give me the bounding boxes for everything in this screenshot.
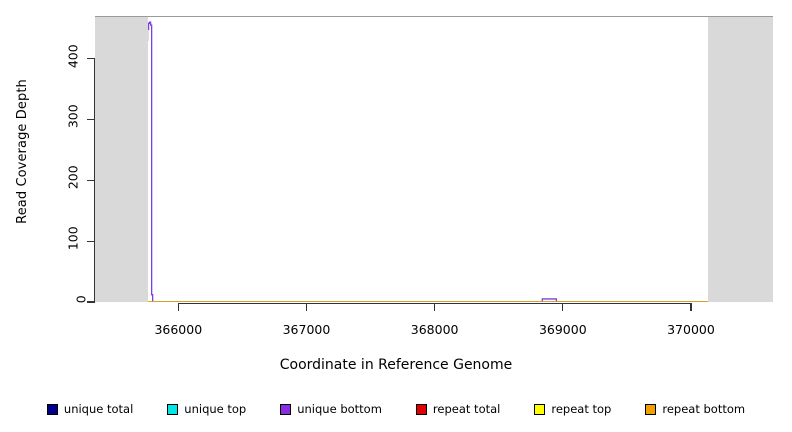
- x-tick-label: 369000: [538, 322, 587, 337]
- legend-label: unique top: [184, 402, 247, 416]
- y-tick-mark: [87, 240, 95, 242]
- chart-canvas: [95, 16, 773, 302]
- y-tick-label: 400: [65, 43, 81, 68]
- legend-item-repeat-total[interactable]: repeat total: [415, 402, 501, 416]
- x-tick-label: 366000: [154, 322, 203, 337]
- y-tick-mark: [87, 118, 95, 121]
- legend-item-unique-top[interactable]: unique top: [167, 402, 246, 416]
- y-tick-label: 100: [65, 226, 81, 251]
- legend-label: unique total: [63, 402, 134, 416]
- legend-label: unique bottom: [297, 402, 382, 416]
- legend-swatch-icon: [415, 403, 427, 415]
- y-tick-mark: [87, 301, 95, 303]
- x-tick-mark: [562, 303, 564, 311]
- x-tick-label: 367000: [282, 322, 331, 337]
- legend-label: repeat bottom: [662, 402, 746, 416]
- shaded-region: [95, 16, 148, 302]
- y-axis-tick-labels: 0 100 200 300 400: [34, 0, 89, 320]
- x-axis-tick-labels: 366000 367000 368000 369000 370000: [0, 310, 792, 338]
- legend-swatch-icon: [46, 403, 58, 415]
- y-tick-label: 0: [73, 295, 89, 304]
- legend-item-unique-total[interactable]: unique total: [46, 402, 134, 416]
- series-line: [95, 22, 768, 302]
- y-axis-title-text: Read Coverage Depth: [14, 78, 30, 224]
- x-tick-mark: [177, 303, 179, 311]
- y-tick-label: 200: [65, 165, 81, 190]
- legend-swatch-icon: [167, 403, 179, 415]
- legend-swatch-icon: [280, 403, 292, 415]
- plot-area: [95, 16, 773, 302]
- x-tick-mark: [690, 303, 692, 311]
- x-tick-label: 368000: [410, 322, 459, 337]
- legend-item-unique-bottom[interactable]: unique bottom: [280, 402, 382, 416]
- legend-label: repeat top: [551, 402, 612, 416]
- legend-item-repeat-bottom[interactable]: repeat bottom: [645, 402, 745, 416]
- y-axis-title: Read Coverage Depth: [8, 0, 36, 302]
- y-tick-mark: [87, 57, 95, 60]
- y-tick-mark: [87, 179, 95, 181]
- x-tick-label: 370000: [667, 322, 715, 337]
- x-tick-mark: [434, 303, 436, 311]
- legend-label: repeat total: [432, 402, 501, 416]
- y-tick-label: 300: [65, 104, 81, 129]
- x-axis-title: Coordinate in Reference Genome: [279, 357, 513, 373]
- legend-swatch-icon: [534, 403, 546, 415]
- x-tick-mark: [305, 303, 308, 311]
- legend-item-repeat-top[interactable]: repeat top: [534, 402, 611, 416]
- shaded-region: [707, 16, 773, 302]
- legend: unique total unique top unique bottom repea…: [0, 398, 792, 420]
- legend-swatch-icon: [645, 403, 657, 415]
